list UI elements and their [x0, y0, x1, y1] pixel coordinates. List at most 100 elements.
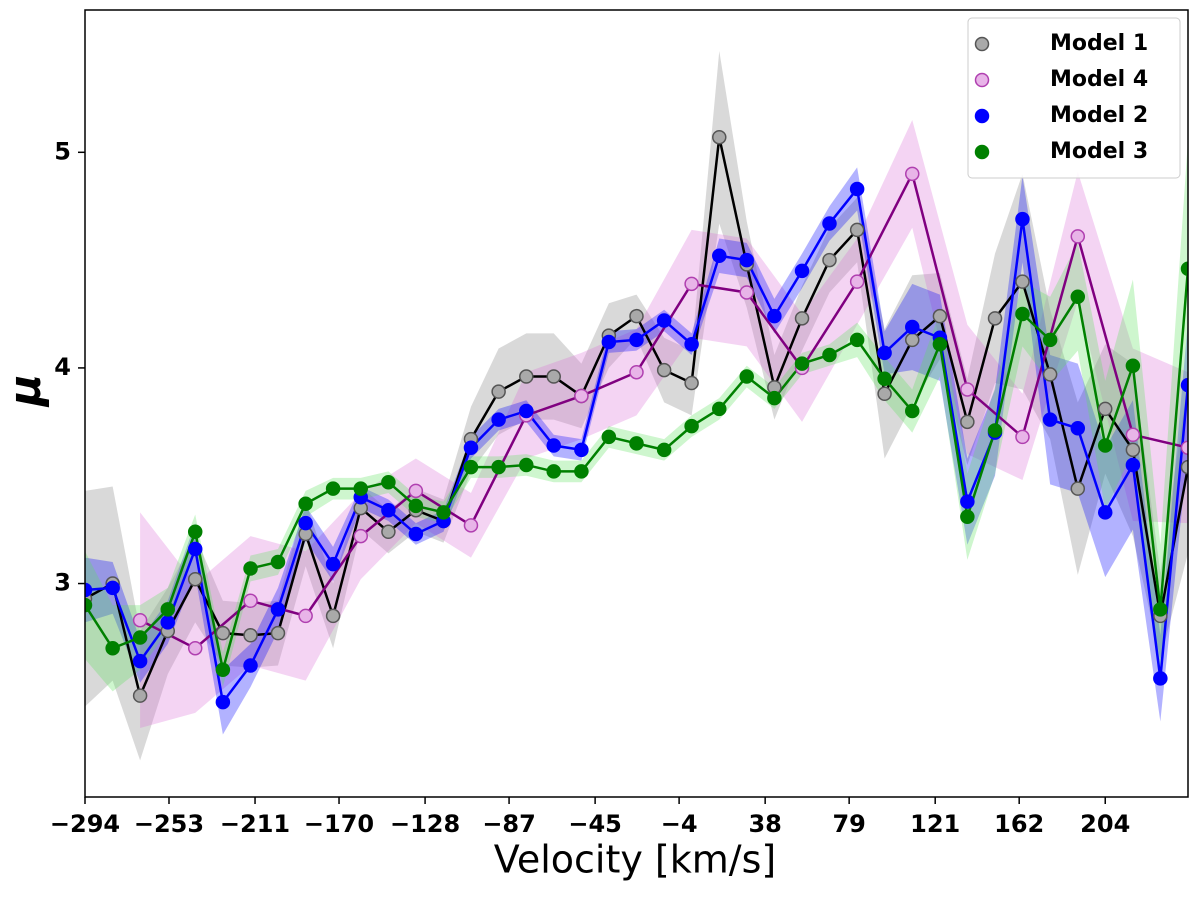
x-tick-label: 38: [748, 810, 781, 838]
data-point: [877, 371, 892, 386]
data-point: [629, 332, 644, 348]
x-tick-label: −45: [568, 810, 622, 838]
data-point: [519, 457, 534, 473]
data-point: [519, 369, 534, 384]
data-point: [243, 658, 258, 673]
data-point: [987, 311, 1003, 326]
data-point: [960, 414, 975, 430]
data-point: [243, 593, 258, 609]
data-point: [1125, 442, 1141, 458]
data-point: [739, 285, 754, 300]
error-band: [85, 167, 1188, 735]
data-point: [381, 524, 396, 540]
data-point: [1042, 367, 1058, 382]
x-axis-label: Velocity [km/s]: [494, 838, 776, 882]
data-point: [794, 356, 810, 371]
data-point: [85, 582, 93, 598]
data-point: [132, 612, 148, 628]
data-point: [574, 464, 589, 479]
legend-marker: [974, 72, 990, 88]
data-point: [491, 384, 506, 399]
data-point: [160, 602, 176, 617]
data-point: [298, 608, 313, 624]
data-point: [656, 313, 672, 328]
data-point: [546, 464, 561, 479]
data-point: [822, 216, 837, 231]
data-point: [1125, 427, 1141, 443]
error-band: [140, 119, 1188, 729]
data-point: [1125, 358, 1141, 374]
x-tick-label: −128: [390, 810, 460, 838]
data-point: [298, 515, 313, 531]
data-point: [215, 662, 231, 678]
y-tick-label: 5: [54, 137, 71, 165]
data-point: [684, 276, 699, 292]
data-point: [684, 375, 699, 391]
data-point: [1125, 457, 1141, 473]
data-point: [960, 509, 975, 524]
data-point: [656, 362, 672, 378]
data-point: [877, 386, 892, 402]
data-point: [187, 640, 203, 656]
data-point: [187, 571, 203, 587]
data-point: [85, 597, 93, 613]
data-point: [684, 418, 699, 434]
x-tick-label: −211: [220, 810, 290, 838]
data-point: [629, 436, 644, 451]
data-point: [739, 252, 754, 268]
data-point: [1042, 412, 1058, 427]
data-point: [712, 248, 727, 264]
data-point: [601, 334, 617, 350]
data-point: [270, 554, 286, 570]
data-point: [849, 274, 865, 289]
data-point: [187, 541, 203, 557]
x-tick-label: −170: [304, 810, 374, 838]
data-point: [905, 319, 920, 335]
data-point: [601, 429, 617, 445]
data-point: [1180, 377, 1188, 393]
data-point: [491, 412, 506, 427]
data-point: [1070, 289, 1086, 305]
data-point: [932, 308, 948, 324]
data-point: [684, 336, 699, 352]
x-tick-label: 121: [910, 810, 960, 838]
legend-label: Model 2: [1050, 103, 1148, 128]
data-point: [794, 263, 810, 279]
x-tick-label: −253: [134, 810, 204, 838]
data-point: [463, 518, 479, 533]
data-point: [1015, 306, 1030, 322]
data-point: [463, 459, 479, 475]
data-point: [353, 528, 368, 544]
data-point: [243, 628, 258, 643]
data-point: [849, 222, 865, 238]
data-point: [215, 625, 231, 641]
data-point: [1070, 481, 1086, 496]
data-point: [105, 580, 120, 596]
data-point: [132, 630, 148, 645]
x-tick-label: −4: [661, 810, 698, 838]
data-point: [325, 556, 341, 572]
data-point: [325, 481, 341, 496]
legend-label: Model 3: [1050, 139, 1148, 164]
data-point: [1180, 261, 1188, 276]
data-point: [1097, 505, 1113, 520]
data-point: [987, 423, 1003, 438]
data-point: [822, 347, 837, 363]
data-point: [767, 390, 782, 406]
data-point: [905, 332, 920, 348]
data-point: [408, 526, 424, 542]
data-point: [712, 401, 727, 417]
plot-frame: [84, 9, 1189, 798]
data-point: [381, 474, 396, 490]
series-line: [139, 170, 1188, 650]
data-point: [132, 688, 148, 703]
x-tick-label: 204: [1080, 810, 1130, 838]
data-point: [1180, 459, 1188, 475]
data-point: [298, 496, 313, 512]
data-point: [739, 369, 754, 384]
legend-marker: [974, 108, 990, 124]
data-point: [1097, 438, 1113, 453]
data-point: [849, 181, 865, 197]
data-point: [574, 442, 589, 458]
